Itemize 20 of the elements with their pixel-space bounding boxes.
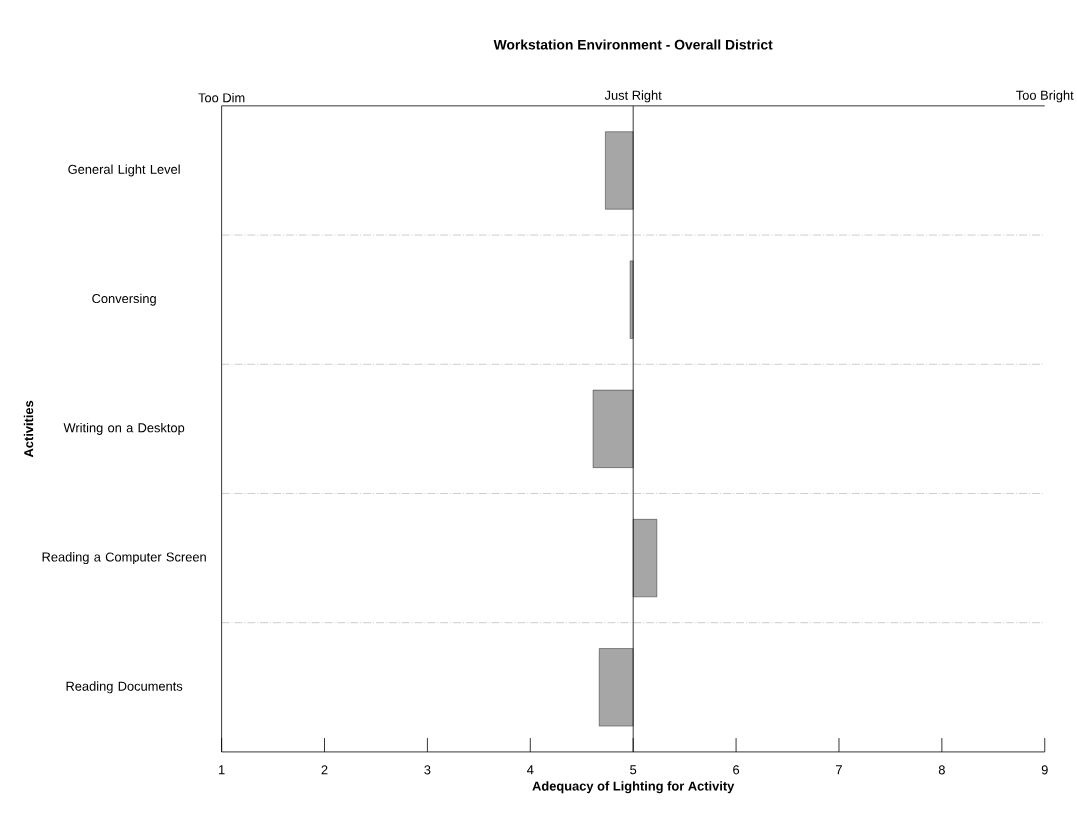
y-tick-label: Reading a Computer Screen [42, 552, 206, 565]
x-tick-label: 8 [938, 765, 945, 775]
x-tick-label: 6 [733, 765, 740, 775]
x-tick-label: 4 [527, 765, 534, 775]
x-tick-label: 7 [836, 765, 842, 775]
x-tick-label: 9 [1041, 765, 1048, 775]
x-axis-title: Adequacy of Lighting for Activity [532, 781, 735, 794]
text: Too Bright [1016, 90, 1074, 103]
x-tick-label: 1 [219, 765, 225, 775]
y-tick-label: Reading Documents [66, 681, 183, 694]
y-axis-title: Activities [23, 400, 34, 458]
text: Too Dim [198, 92, 245, 103]
x-tick-label: 5 [630, 765, 637, 775]
text: Just Right [604, 90, 662, 103]
x-tick-label: 2 [321, 765, 328, 775]
chart-title: Workstation Environment - Overall District [493, 39, 773, 50]
y-tick-label: General Light Level [68, 164, 180, 177]
y-tick-label: Conversing [92, 293, 156, 306]
x-tick-label: 3 [424, 765, 431, 775]
y-tick-label: Writing on a Desktop [63, 422, 185, 435]
